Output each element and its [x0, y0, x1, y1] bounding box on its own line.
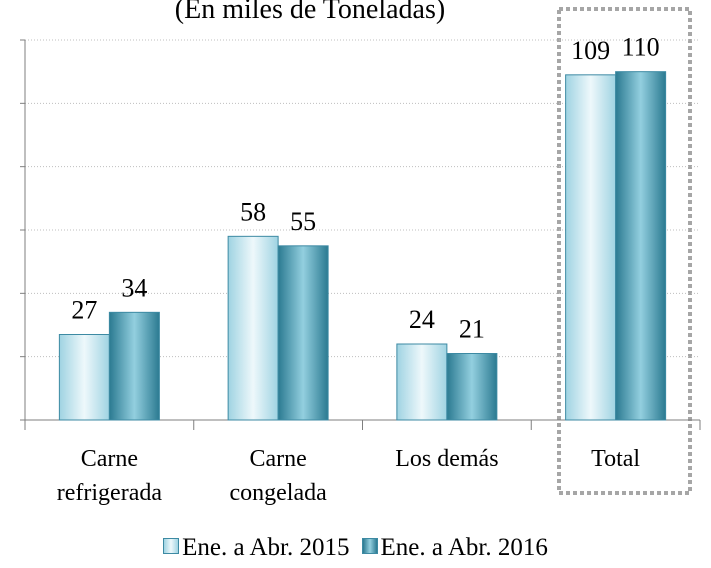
bar: [58, 334, 110, 421]
bar: [227, 235, 279, 421]
data-label: 24: [409, 305, 435, 334]
x-tick-label: Carne refrigerada: [56, 446, 162, 506]
x-tick-label: Total: [591, 446, 641, 472]
legend-swatch: [361, 538, 378, 554]
legend: Ene. a Abr. 2015 Ene. a Abr. 2016: [0, 534, 711, 562]
x-tick-label: Carne congelada: [229, 446, 327, 506]
data-label: 109: [571, 36, 610, 65]
highlight-box: [557, 7, 692, 495]
data-label: 21: [459, 315, 485, 344]
data-label: 34: [121, 273, 147, 302]
bar: [277, 245, 329, 421]
legend-label: Ene. a Abr. 2015: [182, 534, 350, 561]
bar: [565, 74, 617, 421]
data-label: 110: [622, 33, 660, 62]
chart-title: (En miles de Toneladas): [175, 0, 445, 25]
bar: [615, 71, 667, 421]
bar: [446, 353, 498, 421]
bar: [108, 311, 160, 421]
data-label: 55: [290, 207, 316, 236]
legend-swatch: [163, 538, 180, 554]
legend-item: Ene. a Abr. 2016: [361, 534, 548, 562]
bar: [396, 343, 448, 421]
data-label: 27: [71, 296, 97, 325]
data-label: 58: [240, 197, 266, 226]
legend-label: Ene. a Abr. 2016: [380, 534, 548, 561]
legend-item: Ene. a Abr. 2015: [163, 534, 350, 562]
x-tick-label: Los demás: [395, 446, 499, 472]
